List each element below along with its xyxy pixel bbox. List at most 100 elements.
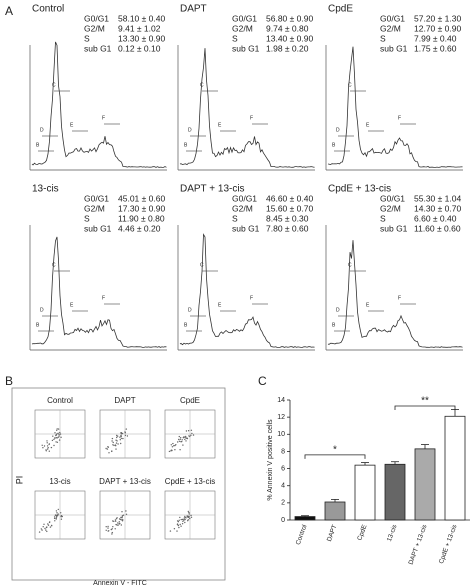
gate-label: D	[336, 127, 340, 133]
event-dot	[168, 450, 171, 453]
event-dot	[54, 437, 56, 439]
event-dot	[174, 444, 176, 447]
event-dot	[38, 531, 41, 533]
event-dot	[120, 432, 123, 435]
event-dot	[186, 437, 188, 439]
gate-label: E	[70, 122, 74, 128]
y-tick-label: 12	[277, 414, 285, 421]
significance-label: *	[333, 444, 337, 455]
bar	[324, 501, 346, 521]
x-tick-label: CpdE + 13-cis	[438, 523, 459, 565]
event-dot	[181, 523, 184, 525]
event-dot	[46, 445, 49, 447]
y-tick-label: 10	[277, 431, 285, 438]
event-dot	[181, 439, 183, 441]
stat-label: S	[380, 213, 386, 223]
gate-label: B	[332, 142, 336, 148]
event-dot	[46, 530, 48, 533]
event-dot	[181, 440, 183, 443]
event-dot	[124, 434, 127, 437]
event-dot	[52, 435, 54, 437]
gate-label: C	[200, 82, 204, 88]
event-dot	[184, 436, 186, 438]
y-tick-label: 2	[281, 500, 285, 507]
event-dot	[116, 436, 118, 439]
stat-value: 12.70 ± 0.90	[414, 23, 461, 33]
event-dot	[180, 525, 182, 527]
event-dot	[57, 428, 60, 430]
histogram	[327, 46, 463, 168]
event-dot	[111, 528, 113, 530]
event-dot	[121, 511, 123, 513]
event-dot	[125, 513, 128, 515]
stat-value: 7.80 ± 0.60	[266, 223, 309, 233]
plot-title: CpdE + 13-cis	[328, 184, 391, 195]
gate-label: C	[348, 262, 352, 268]
stat-value: 58.10 ± 0.40	[118, 13, 165, 23]
event-dot	[179, 438, 181, 440]
gate-label: E	[218, 302, 222, 308]
stat-label: sub G1	[232, 43, 260, 53]
event-dot	[176, 523, 179, 526]
event-dot	[53, 517, 56, 520]
gate-label: C	[348, 82, 352, 88]
x-tick-label: Control	[295, 523, 309, 546]
stat-label: S	[232, 213, 238, 223]
stat-label: sub G1	[84, 43, 112, 53]
event-dot	[188, 516, 190, 519]
event-dot	[54, 432, 56, 434]
event-dot	[105, 529, 107, 531]
stat-label: G0/G1	[380, 13, 405, 23]
event-dot	[124, 431, 126, 433]
gate-label: C	[52, 82, 56, 88]
event-dot	[61, 515, 63, 518]
event-dot	[107, 525, 109, 528]
event-dot	[178, 440, 181, 442]
event-dot	[55, 441, 57, 443]
panel-label: B	[5, 374, 13, 388]
event-dot	[116, 440, 118, 442]
event-dot	[50, 446, 53, 449]
event-dot	[41, 444, 43, 446]
x-tick-label: DAPT + 13-cis	[408, 523, 429, 566]
stat-label: S	[84, 213, 90, 223]
y-tick-label: 0	[281, 517, 285, 524]
event-dot	[60, 518, 63, 520]
event-dot	[125, 510, 127, 512]
x-tick-label: CpdE	[356, 523, 368, 541]
event-dot	[51, 439, 54, 442]
event-dot	[46, 440, 48, 442]
stat-value: 56.80 ± 0.90	[266, 13, 313, 23]
gate-label: F	[102, 115, 105, 121]
event-dot	[107, 530, 109, 532]
event-dot	[105, 447, 107, 450]
event-dot	[173, 445, 175, 447]
event-dot	[111, 440, 113, 442]
gate-label: E	[70, 302, 74, 308]
event-dot	[120, 524, 123, 526]
event-dot	[174, 449, 176, 451]
event-dot	[114, 528, 116, 530]
stat-label: G2/M	[232, 203, 253, 213]
event-dot	[115, 442, 118, 444]
event-dot	[55, 434, 57, 436]
gate-label: B	[36, 322, 40, 328]
gate-label: D	[188, 127, 192, 133]
event-dot	[111, 531, 114, 534]
event-dot	[47, 524, 50, 526]
event-dot	[119, 522, 121, 525]
event-dot	[113, 444, 115, 447]
event-dot	[185, 437, 187, 439]
event-dot	[177, 441, 179, 443]
event-dot	[56, 429, 58, 431]
event-dot	[60, 436, 62, 438]
stat-label: G0/G1	[84, 193, 109, 203]
event-dot	[126, 435, 129, 437]
gate-label: F	[102, 295, 105, 301]
gate-label: F	[398, 115, 401, 121]
bar	[444, 415, 466, 521]
event-dot	[43, 445, 46, 447]
significance-bracket	[394, 405, 456, 410]
event-dot	[117, 524, 119, 526]
event-dot	[115, 448, 117, 450]
